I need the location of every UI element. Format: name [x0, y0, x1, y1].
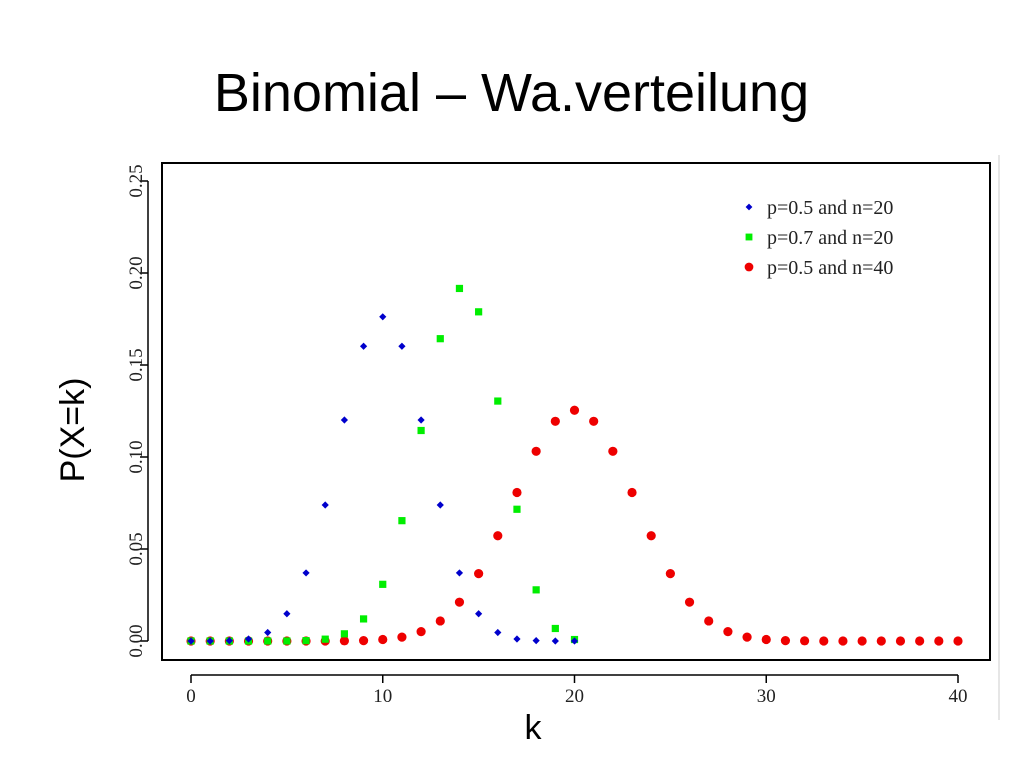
data-point	[187, 637, 195, 645]
data-point	[475, 610, 483, 618]
data-point	[340, 416, 348, 424]
legend-label: p=0.5 and n=40	[767, 257, 893, 279]
slide-title: Binomial – Wa.verteilung	[213, 63, 810, 123]
data-point	[532, 637, 540, 645]
plot-frame	[161, 162, 991, 661]
y-axis: 0.00 0.05 0.10 0.15 0.20 0.25	[126, 164, 149, 658]
x-tick-label: 40	[949, 686, 968, 707]
data-point	[684, 597, 695, 607]
data-point	[570, 637, 579, 645]
data-point	[761, 634, 771, 645]
data-point	[283, 610, 291, 618]
data-point	[264, 628, 272, 637]
data-point	[934, 636, 944, 646]
data-point	[474, 569, 484, 579]
data-point	[551, 637, 559, 645]
data-point	[838, 636, 848, 646]
data-point	[358, 636, 369, 646]
data-point	[455, 284, 464, 293]
series-square-points	[187, 284, 579, 645]
x-tick-label: 10	[373, 686, 392, 707]
data-point	[915, 636, 925, 646]
data-point	[436, 501, 444, 509]
data-point	[704, 616, 714, 626]
data-point	[321, 635, 329, 643]
data-point	[397, 632, 407, 642]
data-point	[283, 637, 291, 645]
y-tick-label: 0.00	[126, 624, 147, 657]
data-point	[953, 636, 963, 646]
data-point	[435, 616, 445, 626]
y-tick-label: 0.05	[126, 532, 147, 565]
data-point	[417, 416, 425, 424]
data-point	[244, 635, 253, 643]
data-point	[608, 446, 618, 456]
x-tick-label: 0	[186, 686, 196, 707]
series-diamond-points	[187, 313, 579, 645]
data-point	[857, 636, 867, 646]
data-point	[302, 569, 310, 577]
data-point	[627, 487, 637, 498]
y-tick-label: 0.20	[126, 256, 147, 289]
y-tick-label: 0.10	[126, 440, 147, 473]
data-point	[876, 636, 886, 646]
data-point	[398, 517, 406, 525]
data-point	[417, 426, 425, 435]
data-point	[513, 635, 521, 643]
legend-marker-square	[745, 233, 753, 241]
data-point	[225, 637, 233, 645]
data-point	[398, 342, 406, 350]
legend-label: p=0.7 and n=20	[767, 227, 893, 249]
series-circle-points	[186, 405, 963, 646]
legend-label: p=0.5 and n=20	[767, 197, 893, 219]
data-point	[819, 636, 829, 646]
data-point	[512, 487, 522, 498]
data-point	[589, 416, 599, 426]
data-point	[379, 580, 387, 588]
x-axis: 0 10 20 30 40	[186, 674, 968, 707]
data-point	[359, 615, 368, 623]
data-point	[494, 628, 502, 637]
data-point	[723, 627, 733, 637]
data-point	[436, 335, 444, 343]
data-point	[416, 627, 426, 637]
data-point	[513, 505, 521, 513]
data-point	[532, 586, 540, 594]
data-point	[340, 630, 348, 638]
data-point	[665, 569, 675, 579]
data-point	[475, 308, 483, 316]
data-point	[264, 637, 272, 645]
data-point	[359, 342, 368, 350]
data-point	[339, 636, 349, 646]
x-tick-label: 20	[565, 686, 584, 707]
x-tick-label: 30	[757, 686, 776, 707]
legend-marker-circle	[744, 262, 754, 272]
data-point	[379, 313, 387, 321]
data-point	[321, 501, 329, 509]
data-points	[186, 284, 963, 646]
data-point	[742, 632, 752, 642]
data-point	[206, 637, 214, 645]
data-point	[800, 636, 810, 646]
data-point	[531, 446, 541, 456]
legend: p=0.5 and n=20 p=0.7 and n=20 p=0.5 and n=…	[744, 197, 893, 279]
x-axis-label: k	[525, 709, 543, 747]
data-point	[302, 637, 310, 645]
data-point	[780, 636, 791, 646]
data-point	[551, 624, 559, 633]
legend-marker-diamond	[745, 203, 753, 211]
data-point	[493, 531, 503, 541]
data-point	[454, 597, 465, 607]
data-point	[895, 636, 906, 646]
y-axis-label: P(X=k)	[54, 378, 92, 483]
y-tick-label: 0.25	[126, 164, 147, 197]
data-point	[455, 569, 464, 577]
data-point	[646, 531, 656, 541]
data-point	[494, 397, 502, 405]
data-point	[378, 634, 388, 645]
y-tick-label: 0.15	[126, 348, 147, 381]
data-point	[550, 416, 560, 426]
data-point	[569, 405, 580, 415]
